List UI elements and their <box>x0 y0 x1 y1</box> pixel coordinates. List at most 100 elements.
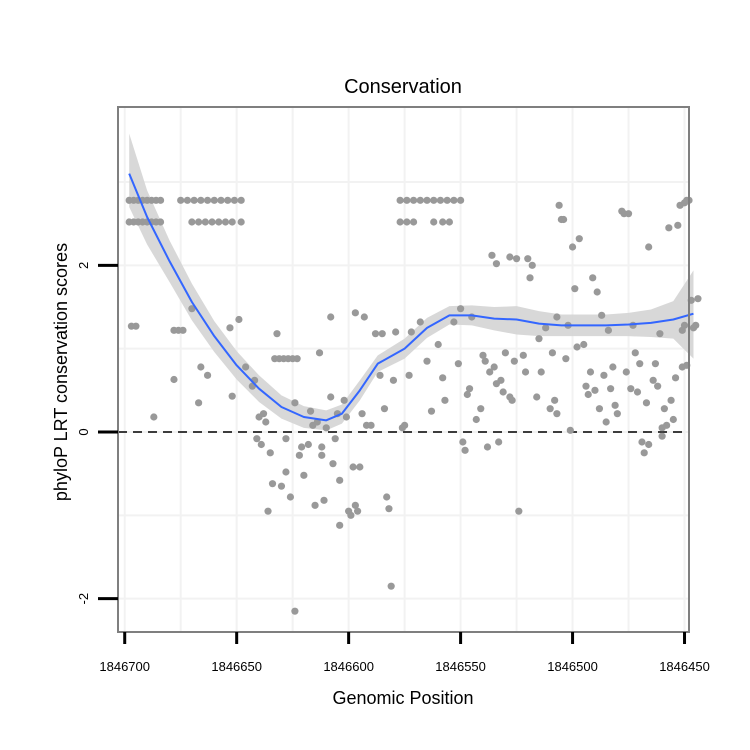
data-point <box>273 330 281 338</box>
data-point <box>315 349 324 357</box>
data-point <box>286 493 295 501</box>
data-point <box>230 196 239 204</box>
data-point <box>457 305 465 313</box>
data-point <box>463 390 471 399</box>
data-point <box>360 313 368 321</box>
x-tick-label: 1846450 <box>659 659 710 674</box>
data-point <box>501 349 509 357</box>
data-point <box>649 376 657 384</box>
data-point <box>600 371 608 379</box>
data-point <box>423 357 431 365</box>
data-point <box>242 363 250 371</box>
data-point <box>566 426 574 434</box>
data-point <box>622 368 630 376</box>
data-point <box>555 201 563 209</box>
data-point <box>340 396 348 404</box>
data-point <box>663 421 671 429</box>
data-point <box>575 235 583 243</box>
x-tick-label: 1846500 <box>547 659 598 674</box>
data-point <box>441 396 449 404</box>
data-point <box>304 440 312 449</box>
data-point <box>633 388 642 396</box>
data-point <box>367 421 375 429</box>
data-point <box>454 360 462 368</box>
data-point <box>327 313 335 321</box>
data-point <box>383 493 391 501</box>
data-point <box>306 407 315 415</box>
data-point <box>201 218 209 226</box>
data-point <box>521 368 530 376</box>
y-tick-label: 0 <box>76 428 91 435</box>
data-point <box>221 218 230 226</box>
data-point <box>430 218 438 226</box>
data-point <box>671 374 680 382</box>
x-tick-label: 1846600 <box>323 659 374 674</box>
data-point <box>658 432 666 440</box>
data-point <box>512 255 521 263</box>
data-point <box>598 311 606 319</box>
data-point <box>195 399 203 407</box>
data-point <box>188 305 196 313</box>
data-point <box>506 253 514 261</box>
data-point <box>631 349 639 357</box>
data-point <box>580 340 588 349</box>
data-point <box>228 218 236 226</box>
data-point <box>611 401 619 409</box>
data-point <box>627 385 635 393</box>
data-point <box>197 196 205 204</box>
data-point <box>613 410 621 418</box>
data-point <box>589 274 597 282</box>
data-point <box>443 196 451 204</box>
x-tick-label: 1846650 <box>211 659 262 674</box>
points-layer <box>125 196 702 615</box>
data-point <box>266 449 274 457</box>
data-point <box>329 460 337 468</box>
data-point <box>481 357 489 365</box>
data-point <box>387 582 395 590</box>
data-point <box>434 340 442 349</box>
data-point <box>378 330 386 338</box>
data-point <box>602 418 610 426</box>
data-point <box>430 196 438 204</box>
data-point <box>170 375 178 384</box>
data-point <box>427 407 436 415</box>
y-axis: -2 0 2 <box>76 262 118 604</box>
data-point <box>642 399 651 407</box>
data-point <box>423 196 431 204</box>
data-point <box>656 330 664 338</box>
data-point <box>457 196 465 204</box>
data-point <box>472 415 480 424</box>
data-point <box>262 418 270 426</box>
data-point <box>416 196 424 204</box>
data-point <box>327 393 335 401</box>
data-point <box>132 322 140 330</box>
data-point <box>392 328 400 336</box>
data-point <box>465 385 474 393</box>
data-point <box>524 255 532 263</box>
data-point <box>268 480 277 488</box>
x-tick-label: 1846550 <box>435 659 486 674</box>
data-point <box>156 218 165 226</box>
data-point <box>403 218 411 226</box>
data-point <box>257 440 265 449</box>
data-point <box>409 218 418 226</box>
data-point <box>183 196 192 204</box>
data-point <box>669 415 677 424</box>
data-point <box>179 326 187 334</box>
data-point <box>203 371 212 379</box>
data-point <box>396 196 404 204</box>
data-point <box>318 443 326 451</box>
data-point <box>385 505 393 513</box>
data-point <box>586 368 595 376</box>
data-point <box>351 309 359 317</box>
data-point <box>295 451 303 459</box>
data-point <box>396 218 404 226</box>
data-point <box>203 196 212 204</box>
data-point <box>528 261 536 269</box>
chart-title: Conservation <box>344 76 462 98</box>
data-point <box>562 355 570 363</box>
data-point <box>298 443 306 451</box>
data-point <box>571 285 579 293</box>
data-point <box>665 224 673 232</box>
data-point <box>660 405 668 413</box>
